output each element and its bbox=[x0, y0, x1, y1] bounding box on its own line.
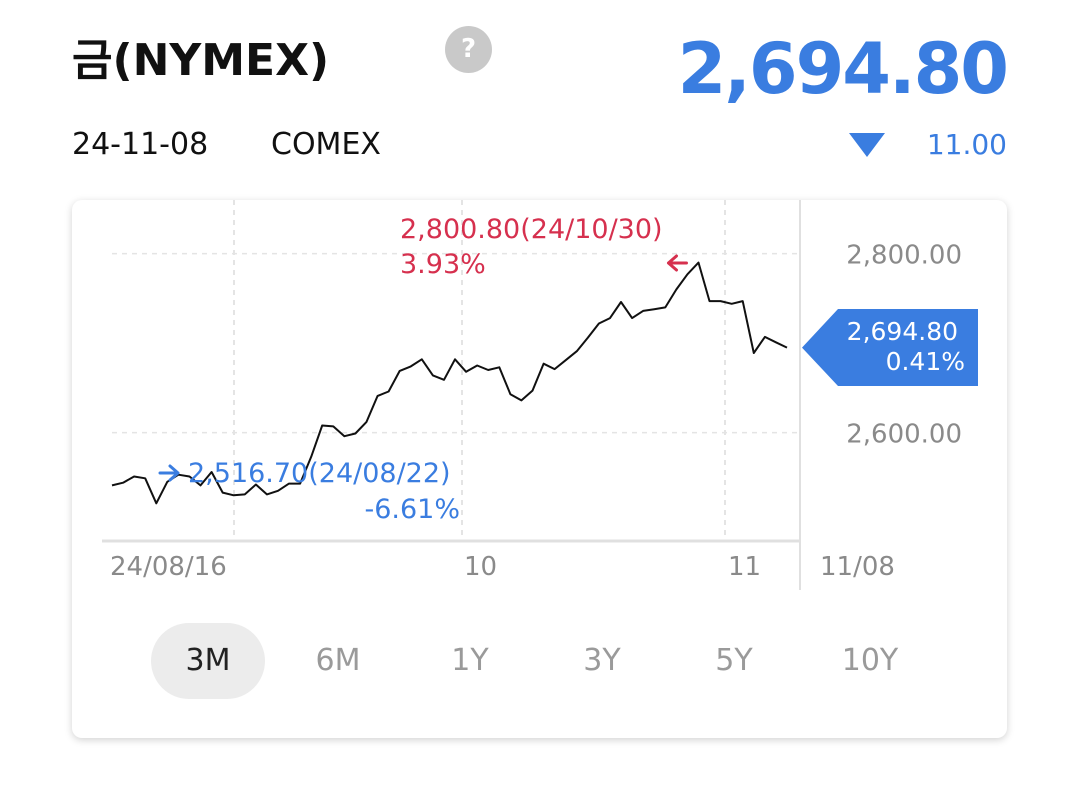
x-tick-label-1: 10 bbox=[464, 552, 497, 582]
exchange-name: COMEX bbox=[271, 127, 381, 162]
high-price-label: 2,800.80(24/10/30) bbox=[400, 214, 663, 245]
low-pct-label: -6.61% bbox=[364, 494, 460, 525]
current-price: 2,694.80 bbox=[677, 28, 1009, 110]
left-arrow-icon bbox=[666, 254, 688, 272]
right-arrow-icon bbox=[158, 464, 180, 482]
period-3m-button[interactable]: 3M bbox=[151, 623, 265, 699]
down-triangle-icon bbox=[849, 133, 885, 157]
price-chart[interactable]: 2,800.00 2,600.00 24/08/16 10 11 11/08 2,800.8… bbox=[72, 200, 1007, 738]
current-price-flag bbox=[802, 309, 978, 386]
period-6m-button[interactable]: 6M bbox=[315, 643, 361, 678]
low-price-label: 2,516.70(24/08/22) bbox=[188, 458, 451, 489]
price-line bbox=[111, 261, 788, 505]
x-tick-label-0: 24/08/16 bbox=[110, 552, 227, 582]
price-change: 11.00 bbox=[926, 128, 1007, 161]
x-tick-label-2: 11 bbox=[728, 552, 761, 582]
period-3y-button[interactable]: 3Y bbox=[583, 643, 621, 678]
chart-card: 2,800.00 2,600.00 24/08/16 10 11 11/08 2,800.8… bbox=[72, 200, 1007, 738]
period-1y-button[interactable]: 1Y bbox=[451, 643, 489, 678]
high-pct-label: 3.93% bbox=[400, 249, 486, 280]
asset-title: 금(NYMEX) bbox=[72, 35, 330, 86]
period-selector: 3M 6M 1Y 3Y 5Y 10Y bbox=[150, 623, 930, 699]
period-10y-button[interactable]: 10Y bbox=[841, 643, 899, 678]
quote-date: 24-11-08 bbox=[72, 127, 209, 162]
y-tick-label-0: 2,800.00 bbox=[846, 241, 962, 271]
x-tick-label-3: 11/08 bbox=[820, 552, 895, 582]
y-tick-label-1: 2,600.00 bbox=[846, 420, 962, 450]
help-icon[interactable]: ? bbox=[445, 26, 492, 73]
current-price-value: 2,694.80 bbox=[847, 317, 958, 346]
period-5y-button[interactable]: 5Y bbox=[715, 643, 753, 678]
current-price-pct: 0.41% bbox=[886, 347, 965, 376]
